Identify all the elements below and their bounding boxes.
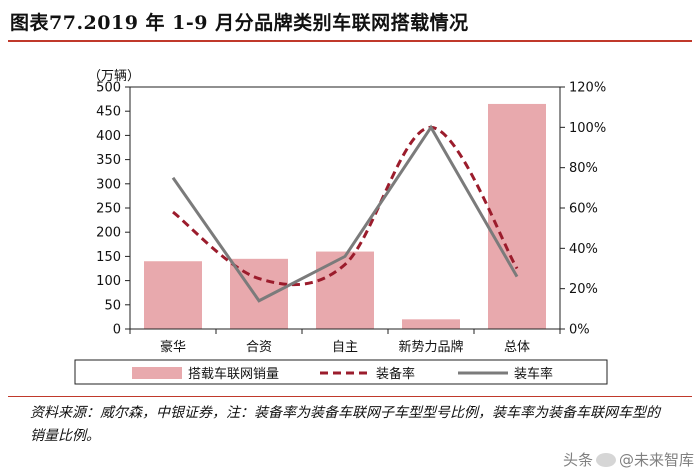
y-right-tick-label: 20% [569, 282, 598, 297]
y-right-tick-label: 120% [569, 81, 606, 96]
install-rate-line [171, 124, 519, 303]
y-left-tick-label: 500 [96, 81, 121, 96]
lines [171, 124, 519, 303]
y-left-tick-label: 100 [96, 274, 121, 289]
y-left-tick-label: 250 [96, 202, 121, 217]
axes: 0 50 100 150 200 250 300 350 400 450 500 0% 20% 40% 60… [96, 81, 606, 356]
y-right-tick-label: 100% [569, 121, 606, 136]
watermark-handle: @未来智库 [618, 451, 694, 469]
watermark: 头条 @未来智库 [563, 449, 694, 470]
y-left-tick-label: 200 [96, 226, 121, 241]
y-left-tick-label: 300 [96, 177, 121, 192]
equip-rate-line [172, 125, 519, 287]
legend-label: 搭载车联网销量 [188, 366, 279, 382]
bar [402, 319, 460, 329]
x-tick-label: 新势力品牌 [398, 339, 463, 355]
source-divider [8, 396, 692, 397]
bar [144, 261, 202, 329]
legend-label: 装车率 [514, 366, 553, 382]
legend-swatch-bar [132, 367, 182, 379]
y-left-unit-label: （万辆） [88, 69, 140, 84]
watermark-icon [595, 453, 616, 467]
legend: 搭载车联网销量 装备率 装车率 [74, 359, 608, 385]
bar [488, 103, 546, 329]
chart: 0 50 100 150 200 250 300 350 400 450 500 0% 20% 40% 60… [74, 69, 608, 385]
x-tick-label: 自主 [332, 340, 358, 355]
bars [144, 103, 546, 329]
y-left-tick-label: 0 [113, 323, 121, 338]
y-left-tick-label: 150 [96, 250, 121, 265]
x-tick-label: 总体 [504, 340, 530, 355]
y-left-tick-label: 400 [96, 129, 121, 144]
x-tick-label: 豪华 [160, 339, 186, 355]
source-note: 资料来源：威尔森，中银证券，注：装备率为装备车联网子车型型号比例，装车率为装备车… [30, 405, 660, 444]
title-divider [8, 40, 692, 42]
y-right-tick-label: 0% [569, 323, 590, 338]
chart-title: 图表77.2019 年 1-9 月分品牌类别车联网搭载情况 [10, 12, 469, 34]
y-left-tick-label: 50 [104, 298, 121, 313]
x-tick-label: 合资 [246, 340, 272, 355]
y-right-tick-label: 40% [569, 242, 598, 257]
y-left-tick-label: 450 [96, 105, 121, 120]
y-right-tick-label: 60% [569, 202, 598, 217]
legend-label: 装备率 [376, 366, 415, 382]
y-left-tick-label: 350 [96, 153, 121, 168]
watermark-prefix: 头条 [562, 451, 593, 469]
y-right-tick-label: 80% [569, 161, 598, 176]
